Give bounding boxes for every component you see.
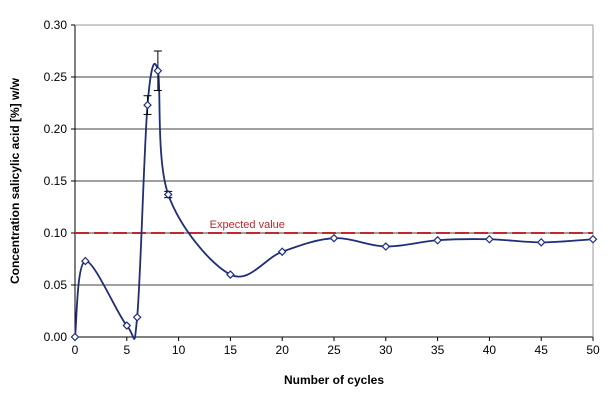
series-line: [74, 63, 594, 340]
x-tick-label: 20: [276, 343, 290, 357]
x-tick-label: 10: [172, 343, 186, 357]
y-tick-label: 0.00: [44, 330, 68, 344]
series-group: [74, 63, 594, 340]
data-point-marker: [381, 242, 391, 251]
x-tick-label: 0: [72, 343, 79, 357]
data-point-marker: [433, 235, 442, 245]
x-tick-label: 40: [483, 343, 497, 357]
data-point-marker: [536, 238, 546, 247]
data-point-marker: [485, 234, 494, 244]
y-tick-labels: 0.00 0.05 0.10 0.15 0.20 0.25 0.30: [44, 18, 68, 344]
x-axis-title: Number of cycles: [284, 373, 384, 387]
y-tick-label: 0.30: [44, 18, 68, 32]
data-point-marker: [70, 332, 80, 342]
x-tick-label: 5: [123, 343, 130, 357]
data-point-marker: [122, 321, 132, 330]
data-point-marker: [163, 190, 173, 199]
expected-value-label: Expected value: [210, 219, 285, 231]
reference-line-group: Expected value: [75, 219, 593, 234]
data-point-marker: [277, 247, 287, 257]
y-axis-title: Concentration salicylic acid [%] w/w: [8, 77, 22, 284]
data-point-marker: [143, 100, 152, 110]
data-point-marker: [329, 233, 339, 243]
x-tick-label: 25: [327, 343, 341, 357]
x-tick-label: 45: [535, 343, 549, 357]
y-tick-label: 0.25: [44, 70, 68, 84]
y-tick-label: 0.20: [44, 122, 68, 136]
data-point-marker: [132, 312, 142, 322]
markers: [70, 66, 598, 342]
x-tick-label: 35: [431, 343, 445, 357]
y-tick-label: 0.05: [44, 278, 68, 292]
x-tick-labels: 0 5 10 15 20 25 30 35 40 45 50: [72, 343, 600, 357]
data-point-marker: [588, 234, 598, 244]
x-tick-label: 50: [586, 343, 600, 357]
data-point-marker: [81, 256, 90, 266]
data-point-marker: [153, 66, 163, 76]
y-tick-label: 0.15: [44, 174, 68, 188]
data-point-marker: [226, 270, 235, 279]
y-tick-label: 0.10: [44, 226, 68, 240]
x-tick-label: 30: [379, 343, 393, 357]
x-tick-label: 15: [224, 343, 238, 357]
